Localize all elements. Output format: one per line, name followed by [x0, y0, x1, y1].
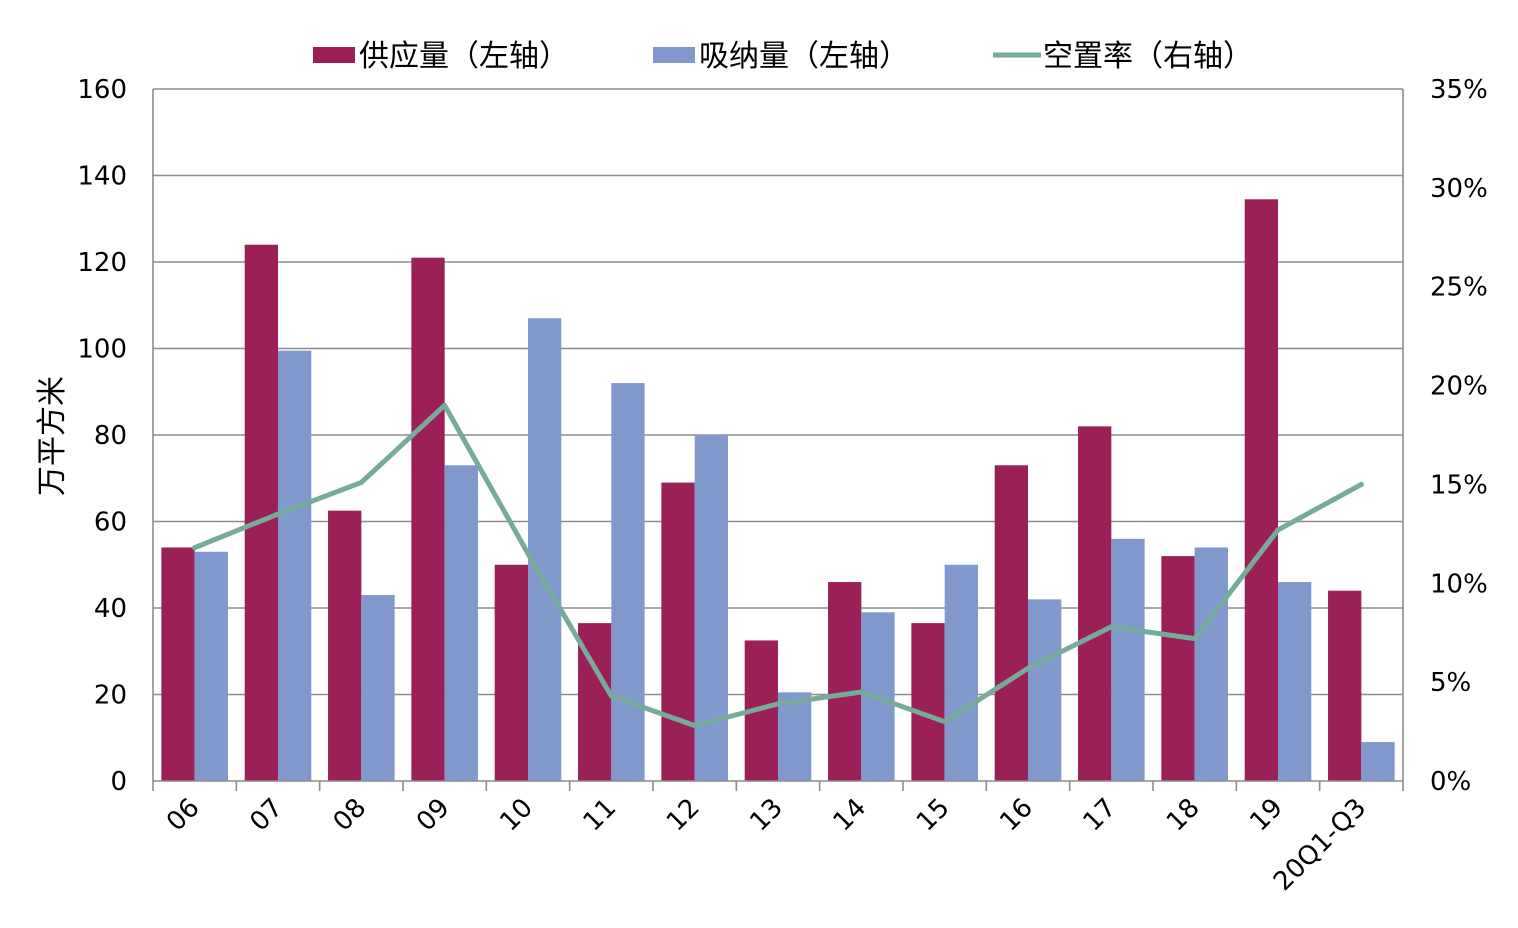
vacancy-rate-point: [1358, 481, 1364, 487]
y-tick-label: 20: [94, 681, 127, 711]
bar-supply: [828, 582, 862, 781]
bar-supply: [244, 244, 278, 781]
x-tick-label: 17: [1078, 793, 1123, 838]
vacancy-rate-point: [525, 551, 531, 557]
x-tick-label: 15: [911, 793, 956, 838]
bar-absorption: [778, 692, 812, 781]
bar-absorption: [361, 595, 395, 781]
bar-supply: [1244, 199, 1278, 782]
x-tick-label: 19: [1244, 793, 1289, 838]
bar-absorption: [1194, 547, 1228, 781]
x-tick-label: 06: [161, 793, 206, 838]
x-tick-label: 16: [994, 793, 1039, 838]
bar-supply: [411, 257, 445, 781]
x-tick-label: 12: [661, 793, 706, 838]
vacancy-rate-point: [358, 479, 364, 485]
vacancy-rate-point: [1108, 624, 1114, 630]
vacancy-rate-point: [942, 719, 948, 725]
x-tick-label: 09: [411, 793, 456, 838]
bar-absorption: [528, 318, 562, 781]
y-tick-label: 140: [77, 162, 127, 192]
bar-supply: [494, 564, 528, 781]
y2-tick-label: 30%: [1430, 174, 1488, 204]
bar-absorption: [1361, 742, 1395, 781]
bars-layer: [161, 199, 1395, 782]
vacancy-rate-point: [608, 693, 614, 699]
vacancy-rate-point: [858, 689, 864, 695]
bar-supply: [161, 547, 195, 781]
bar-absorption: [278, 350, 312, 781]
bar-absorption: [1111, 538, 1145, 781]
y-tick-label: 120: [77, 248, 127, 278]
y2-tick-label: 0%: [1430, 767, 1471, 797]
vacancy-rate-point: [1192, 636, 1198, 642]
y2-tick-label: 15%: [1430, 470, 1488, 500]
vacancy-rate-point: [1275, 527, 1281, 533]
y2-tick-label: 25%: [1430, 273, 1488, 303]
legend-swatch: [653, 47, 695, 63]
line-layer: [192, 402, 1364, 729]
y-tick-label: 60: [94, 508, 127, 538]
bar-supply: [1078, 426, 1112, 781]
y2-tick-label: 5%: [1430, 668, 1471, 698]
y2-tick-label: 10%: [1430, 569, 1488, 599]
vacancy-rate-point: [192, 545, 198, 551]
bar-supply: [661, 482, 695, 781]
bar-supply: [328, 510, 362, 781]
legend-swatch: [313, 47, 355, 63]
legend-label: 空置率（右轴）: [1043, 39, 1253, 74]
x-tick-label: 20Q1-Q3: [1268, 793, 1372, 897]
x-tick-label: 11: [578, 793, 623, 838]
x-tick-label: 07: [244, 793, 289, 838]
y-tick-label: 100: [77, 335, 127, 365]
vacancy-rate-point: [275, 511, 281, 517]
bar-absorption: [944, 564, 978, 781]
y-tick-label: 160: [77, 75, 127, 105]
x-tick-label: 08: [328, 793, 373, 838]
vacancy-rate-point: [775, 701, 781, 707]
vacancy-rate-point: [442, 402, 448, 408]
y-axis-label: 万平方米: [35, 376, 70, 496]
x-tick-label: 10: [494, 793, 539, 838]
bar-absorption: [1028, 599, 1062, 781]
bar-absorption: [694, 435, 728, 781]
bar-supply: [911, 623, 945, 781]
legend-label: 供应量（左轴）: [359, 39, 569, 74]
vacancy-rate-point: [1025, 665, 1031, 671]
bar-supply: [994, 465, 1028, 781]
y2-tick-label: 20%: [1430, 372, 1488, 402]
bar-absorption: [444, 465, 478, 781]
legend: 供应量（左轴） 吸纳量（左轴） 空置率（右轴）: [313, 39, 1253, 74]
y2-tick-label: 35%: [1430, 75, 1488, 105]
y-tick-label: 80: [94, 421, 127, 451]
bar-supply: [1328, 590, 1362, 781]
x-tick-label: 13: [744, 793, 789, 838]
x-tick-label: 14: [828, 793, 873, 838]
bar-absorption: [611, 383, 645, 781]
y-tick-label: 0: [110, 767, 127, 797]
bar-absorption: [1278, 582, 1312, 781]
legend-label: 吸纳量（左轴）: [699, 39, 909, 74]
y-tick-label: 40: [94, 594, 127, 624]
vacancy-rate-point: [692, 723, 698, 729]
bar-supply: [1161, 556, 1195, 781]
x-tick-label: 18: [1161, 793, 1206, 838]
bar-absorption: [194, 551, 228, 781]
